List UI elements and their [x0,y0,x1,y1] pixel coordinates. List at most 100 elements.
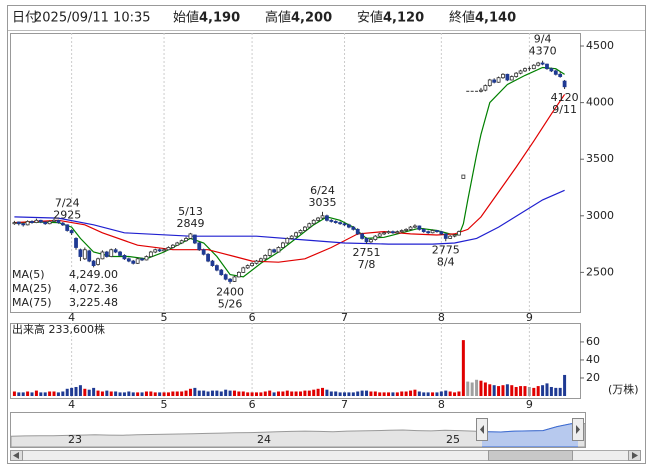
candle-body [267,249,272,256]
candle-body [148,251,153,257]
volume-bar [378,392,382,396]
candle-body [236,271,241,278]
candle-body [276,247,281,253]
legend-bg [11,267,121,311]
volume-bar [554,387,558,396]
volume-bar [369,391,373,396]
candle-body [30,221,34,223]
volume-bar [92,387,96,396]
legend-value: 3,225.48 [69,296,118,309]
candle-body [219,269,224,276]
volume-bar [483,382,487,396]
candle-body [280,242,285,248]
candle-body [104,251,109,257]
volume-bar [140,392,144,396]
y-tick-label: 40 [586,353,600,366]
volume-bar [285,390,289,396]
header-label: 高値 [265,10,291,26]
volume-bar [12,391,16,396]
y-tick-label: 4500 [586,39,614,52]
volume-bar [39,392,43,396]
candle-body [16,221,21,225]
volume-bar [30,392,34,396]
volume-bar [96,390,100,396]
volume-bar [563,374,567,396]
volume-bar [391,392,395,396]
volume-bar [413,389,417,396]
header-label: 日付 [12,11,38,26]
annotation-label: 6/24 [310,184,335,197]
volume-bar [136,392,140,396]
volume-bar [316,388,320,396]
legend-name: MA(75) [12,296,52,309]
candle-body [527,68,531,70]
x-tick-label: 7 [341,398,348,411]
volume-bar [228,390,232,396]
volume-bar [166,392,170,396]
candle-body [166,247,171,251]
volume-bar [171,391,175,396]
candle-body [140,258,144,261]
volume-bar [409,390,413,396]
candle-body [25,221,30,226]
volume-bar [373,391,377,396]
candle-body [96,258,100,265]
candle-body [52,219,56,222]
annotation-label: 7/8 [358,258,376,271]
volume-bar [232,390,236,396]
candle-body [43,221,48,225]
x-tick-label: 8 [438,311,445,324]
candle-body [232,276,237,282]
x-tick-label: 7 [341,311,348,324]
volume-bar [246,392,250,396]
scroll-thumb[interactable] [488,450,573,461]
candle-body [514,72,519,77]
volume-bar [193,387,197,396]
volume-title-bg [11,324,95,336]
volume-bar [100,391,104,396]
volume-bar [158,392,162,396]
annotation-label: 5/13 [178,205,203,218]
header-value: 2025/09/11 10:35 [34,11,151,26]
volume-bar [210,390,214,396]
candle-body [549,68,554,72]
candle-body [443,233,448,239]
candle-body [316,217,321,221]
candle-body [65,224,70,231]
volume-bar [545,383,549,396]
volume-bar [325,389,329,396]
navigator-label: 24 [257,433,271,446]
candle-body [509,76,514,81]
y-tick-label: 20 [586,371,600,384]
candle-body [562,80,567,88]
header-value: 4,200 [291,11,332,26]
candle-body [289,235,294,239]
legend-value: 4,072.36 [69,282,118,295]
volume-bar [180,391,184,396]
candle-body [56,219,61,223]
volume-bar [61,391,65,396]
candle-body [179,240,184,244]
candle-body [21,223,26,226]
y-tick-label: 2500 [586,265,614,278]
volume-bar [321,387,325,396]
annotation-value: 3035 [309,196,337,209]
header-value: 4,190 [199,11,240,26]
candle-body [457,231,461,236]
candle-body [355,228,360,235]
volume-bar [444,390,448,396]
candle-body [100,251,105,260]
volume-bar [127,391,131,396]
volume-bar [144,391,148,396]
volume-bar [276,391,280,396]
candle-body [342,223,347,226]
candle-body [153,249,158,253]
x-tick-label: 8 [438,398,445,411]
candle-body [250,262,254,266]
candle-body [373,235,378,240]
volume-bar [558,387,562,396]
volume-bar [21,392,25,396]
candle-body [347,224,351,228]
candle-body [496,77,501,83]
